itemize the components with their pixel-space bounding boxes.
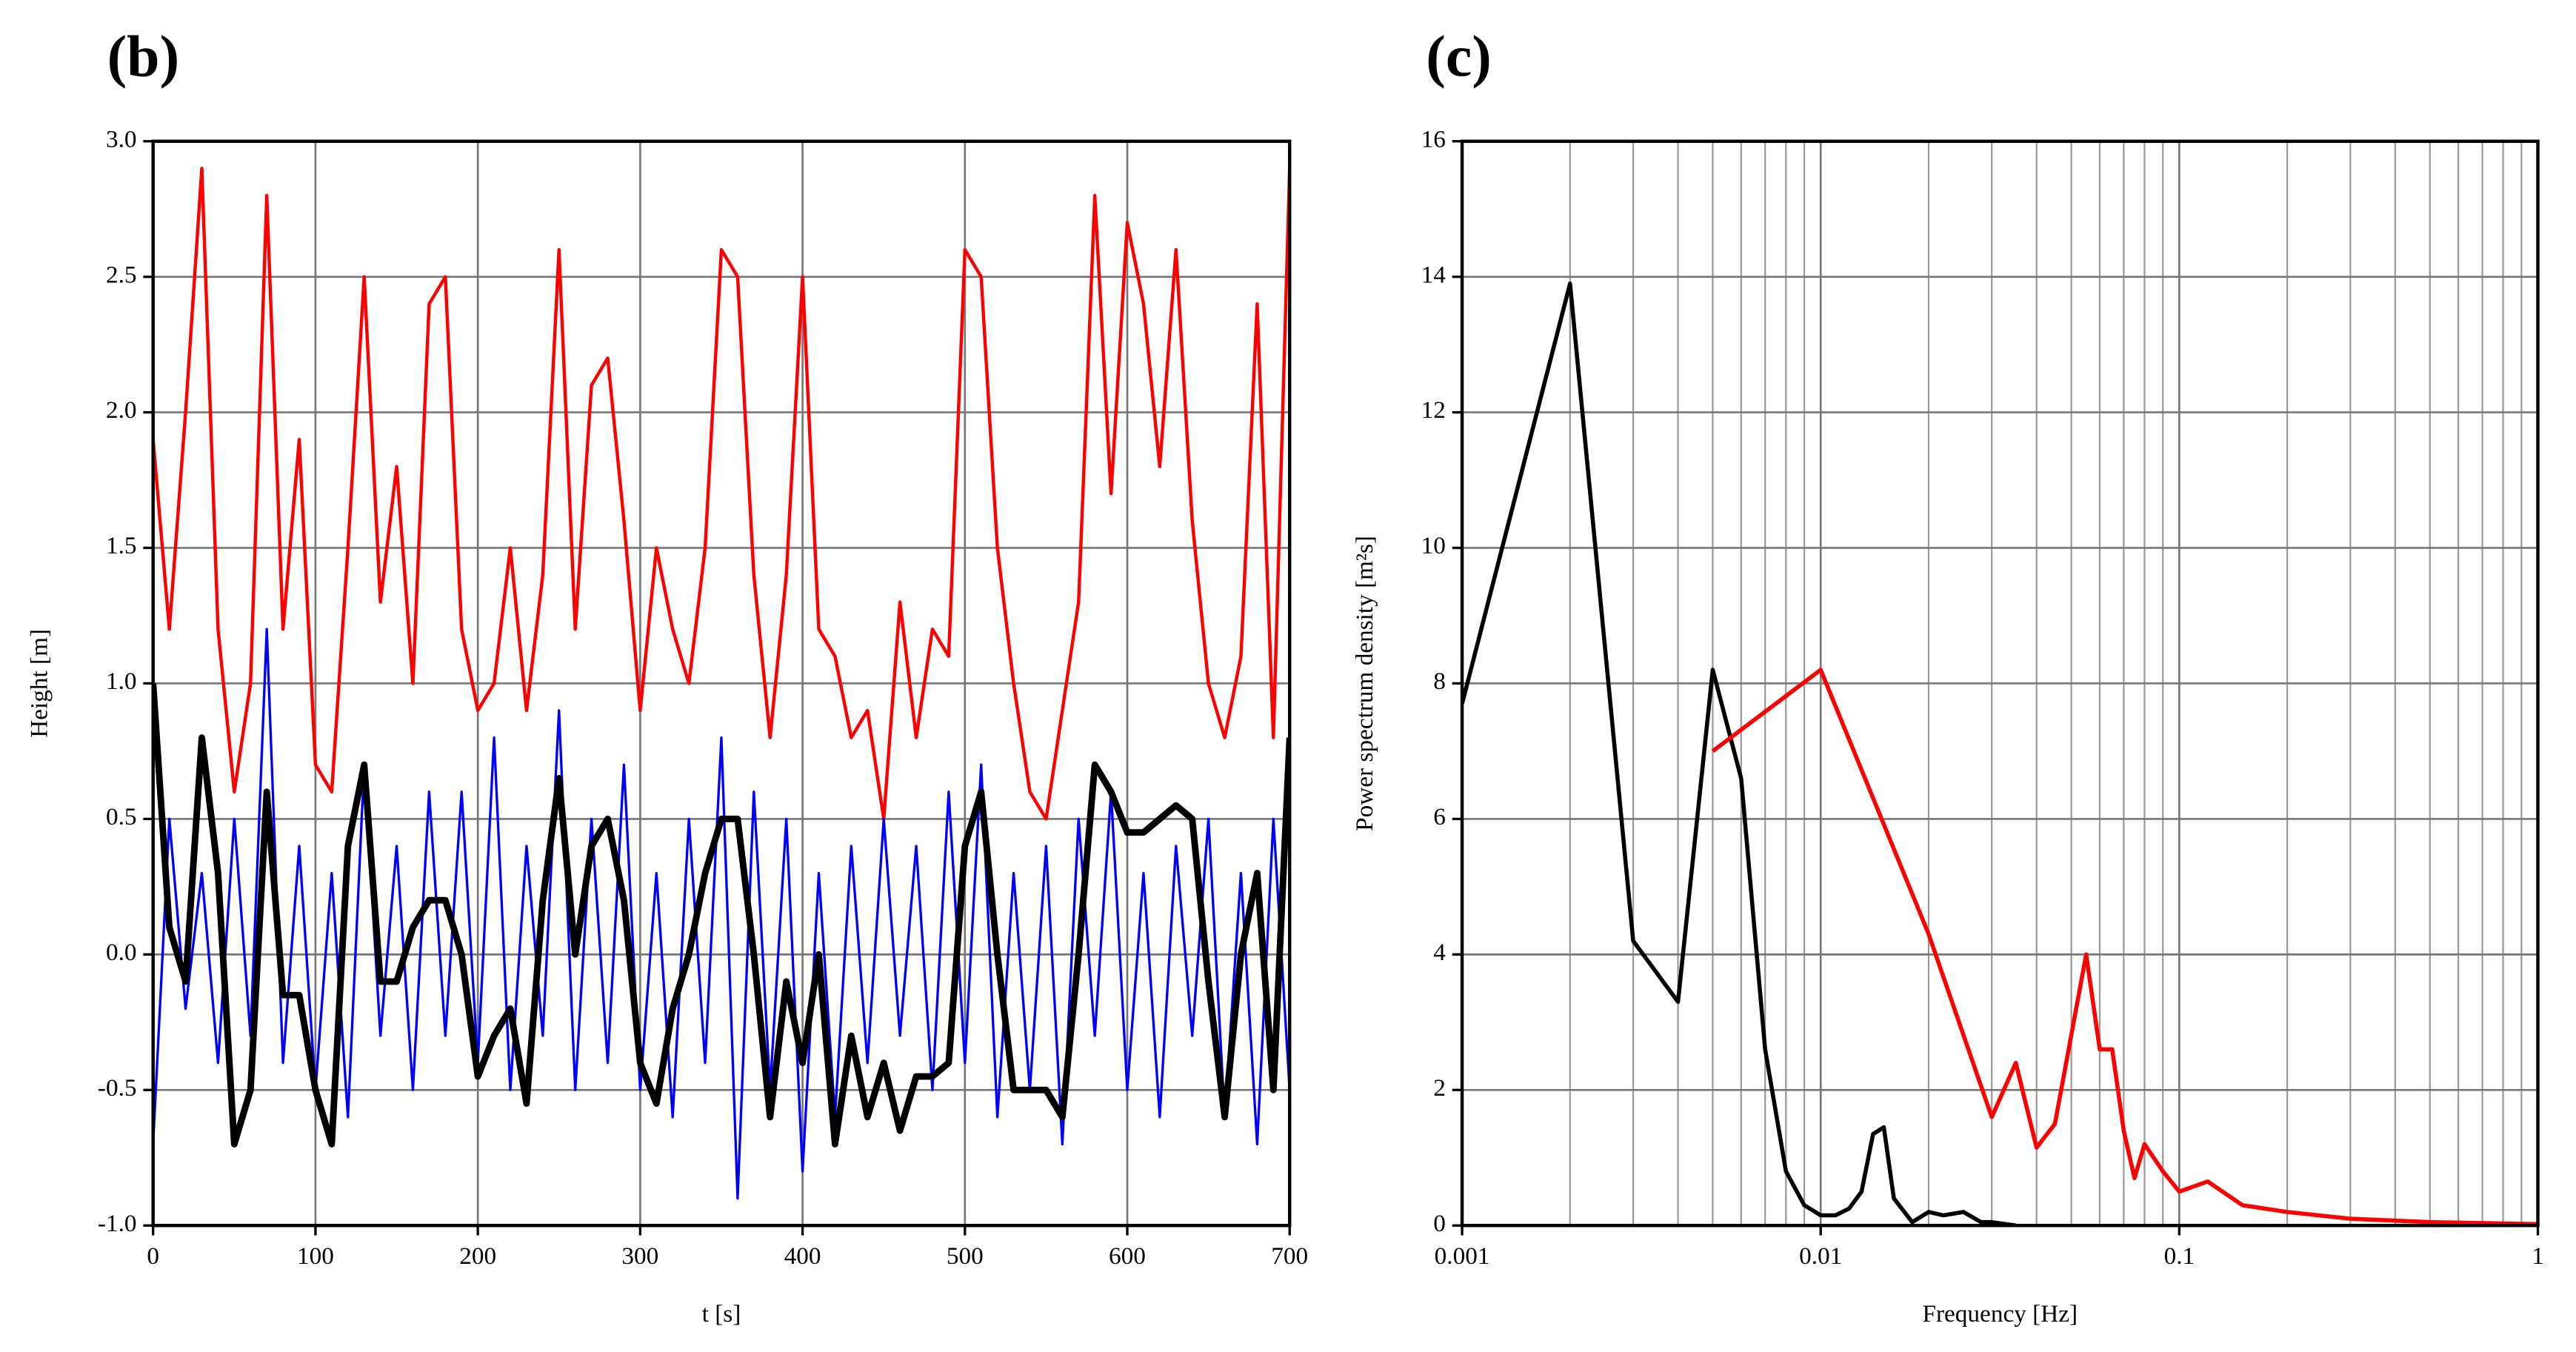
plot-frame — [151, 139, 1292, 1228]
x-tick-label: 200 — [459, 1242, 496, 1270]
y-axis-label: Power spectrum density [m²s] — [1351, 536, 1378, 831]
data-line — [1711, 667, 2538, 1226]
x-tick-label: 700 — [1271, 1242, 1308, 1270]
y-tick-label: 2.5 — [106, 261, 137, 288]
x-axis-label: t [s] — [702, 1300, 741, 1328]
y-tick-label: 2.0 — [106, 396, 137, 424]
y-tick-label: 14 — [1421, 261, 1447, 288]
x-tick-label: 400 — [784, 1242, 821, 1270]
x-tick-label: 0.001 — [1435, 1242, 1490, 1270]
y-tick-label: 10 — [1421, 532, 1446, 559]
y-tick-label: 16 — [1421, 125, 1446, 153]
y-tick-label: 12 — [1421, 396, 1446, 424]
y-tick-label: 8 — [1433, 667, 1446, 695]
chart-title: (c) — [1426, 24, 1492, 90]
y-tick-label: -1.0 — [98, 1210, 137, 1237]
y-axis-label: Height [m] — [26, 629, 53, 738]
x-tick-label: 100 — [297, 1242, 334, 1270]
data-line — [153, 683, 1290, 1148]
x-tick-label: 500 — [947, 1242, 984, 1270]
data-line — [153, 167, 1290, 821]
x-tick-label: 300 — [621, 1242, 658, 1270]
x-tick-label: 0.01 — [1799, 1242, 1842, 1270]
y-tick-label: 2 — [1433, 1074, 1446, 1102]
y-tick-label: 4 — [1433, 939, 1446, 966]
x-tick-label: 0.1 — [2164, 1242, 2195, 1270]
y-tick-label: 0 — [1433, 1210, 1446, 1237]
y-tick-label: 1.5 — [106, 532, 137, 559]
y-tick-label: 0.0 — [106, 939, 137, 966]
y-tick-label: -0.5 — [98, 1074, 137, 1102]
x-tick-label: 1 — [2532, 1242, 2544, 1270]
y-tick-label: 1.0 — [106, 667, 137, 695]
plot-frame — [1460, 139, 2540, 1228]
x-tick-label: 0 — [147, 1242, 159, 1270]
x-tick-label: 600 — [1109, 1242, 1146, 1270]
y-tick-label: 6 — [1433, 803, 1446, 830]
y-tick-label: 3.0 — [106, 125, 137, 153]
chart-title: (b) — [107, 24, 180, 90]
x-axis-label: Frequency [Hz] — [1922, 1300, 2078, 1328]
data-line — [1462, 282, 2017, 1226]
data-line — [153, 627, 1290, 1200]
y-tick-label: 0.5 — [106, 803, 137, 830]
